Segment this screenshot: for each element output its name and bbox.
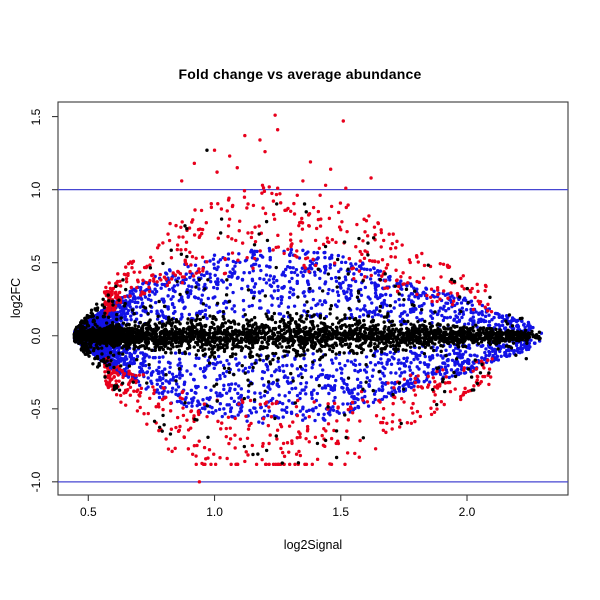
y-tick-label: 0.5 [29,254,43,272]
y-tick-label: -0.5 [29,398,43,420]
chart-title: Fold change vs average abundance [178,66,422,82]
y-tick-label: 0.0 [29,327,43,345]
y-tick-label: 1.5 [29,108,43,125]
x-tick-label: 2.0 [458,505,476,519]
y-tick-label: -1.0 [29,471,43,493]
y-axis-label: log2FC [9,277,23,319]
x-axis-label: log2Signal [283,538,343,552]
x-tick-label: 1.5 [332,505,350,519]
x-tick-label: 0.5 [79,505,97,519]
x-tick-label: 1.0 [206,505,223,519]
y-tick-label: 1.0 [29,181,43,198]
